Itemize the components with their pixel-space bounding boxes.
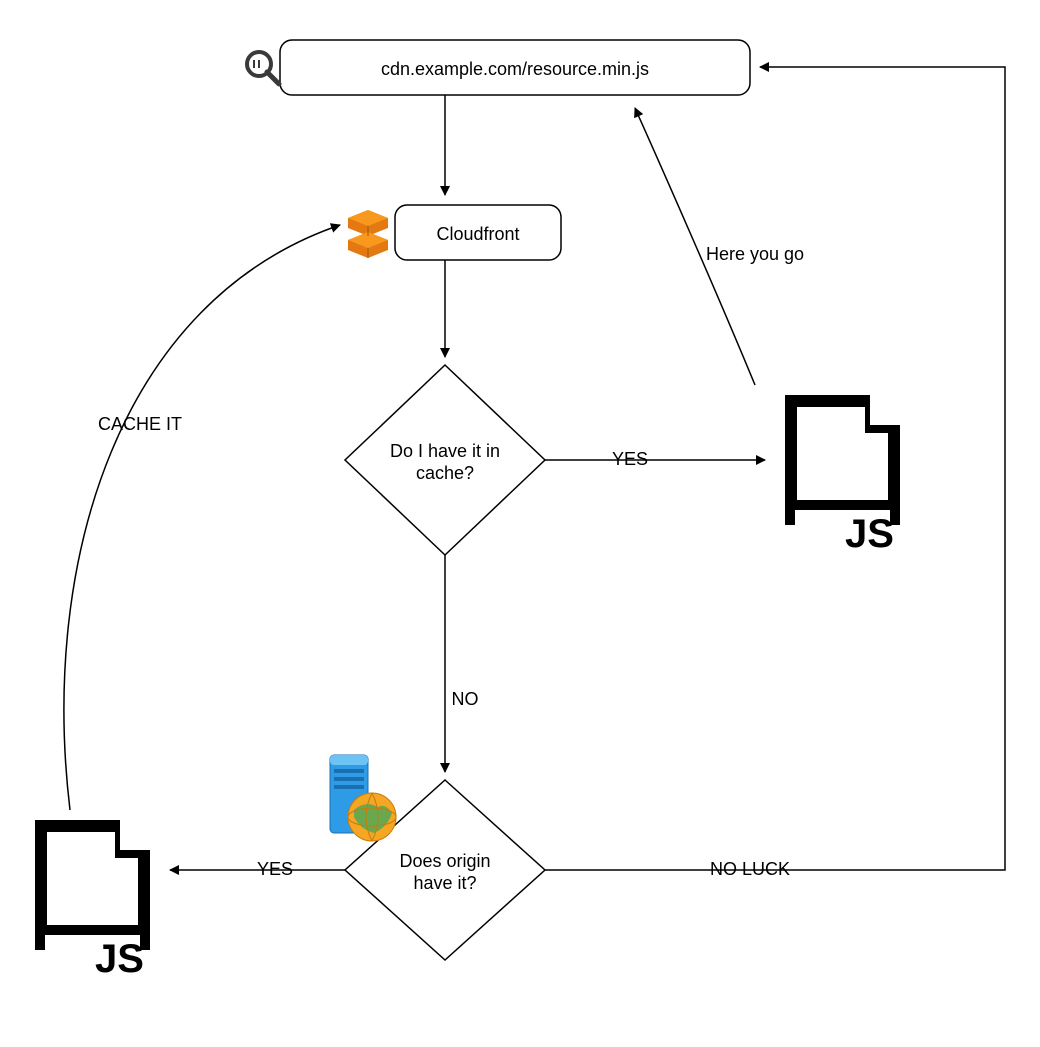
url-bar-label: cdn.example.com/resource.min.js	[381, 59, 649, 79]
js-file-label-right: JS	[845, 512, 894, 556]
edge-cacheit: CACHE IT	[64, 225, 340, 810]
origin-question-line1: Does origin	[399, 851, 490, 871]
node-origin-question: Does origin have it?	[330, 755, 545, 960]
server-globe-icon	[330, 755, 396, 841]
edge-cacheq-no: NO	[445, 555, 479, 772]
edge-noluck: NO LUCK	[545, 67, 1005, 879]
edge-originq-yes: YES	[170, 859, 345, 879]
aws-cloudfront-icon	[348, 210, 388, 258]
edge-label-cacheit: CACHE IT	[98, 414, 182, 434]
node-url-bar: cdn.example.com/resource.min.js	[247, 40, 750, 95]
js-file-icon-right: JS	[785, 395, 900, 556]
node-cloudfront: Cloudfront	[348, 205, 561, 260]
magnify-icon	[247, 52, 279, 84]
edge-label-originq-yes: YES	[257, 859, 293, 879]
origin-question-line2: have it?	[413, 873, 476, 893]
js-file-icon-left: JS	[35, 820, 150, 981]
edge-label-noluck: NO LUCK	[710, 859, 790, 879]
edge-label-cacheq-yes: YES	[612, 449, 648, 469]
cache-question-line2: cache?	[416, 463, 474, 483]
cloudfront-label: Cloudfront	[436, 224, 519, 244]
cache-question-line1: Do I have it in	[390, 441, 500, 461]
edge-hereyougo: Here you go	[635, 108, 804, 385]
node-cache-question: Do I have it in cache?	[345, 365, 545, 555]
edge-cacheq-yes: YES	[545, 449, 765, 469]
edge-label-hereyougo: Here you go	[706, 244, 804, 264]
js-file-label-left: JS	[95, 937, 144, 981]
edge-label-cacheq-no: NO	[452, 689, 479, 709]
